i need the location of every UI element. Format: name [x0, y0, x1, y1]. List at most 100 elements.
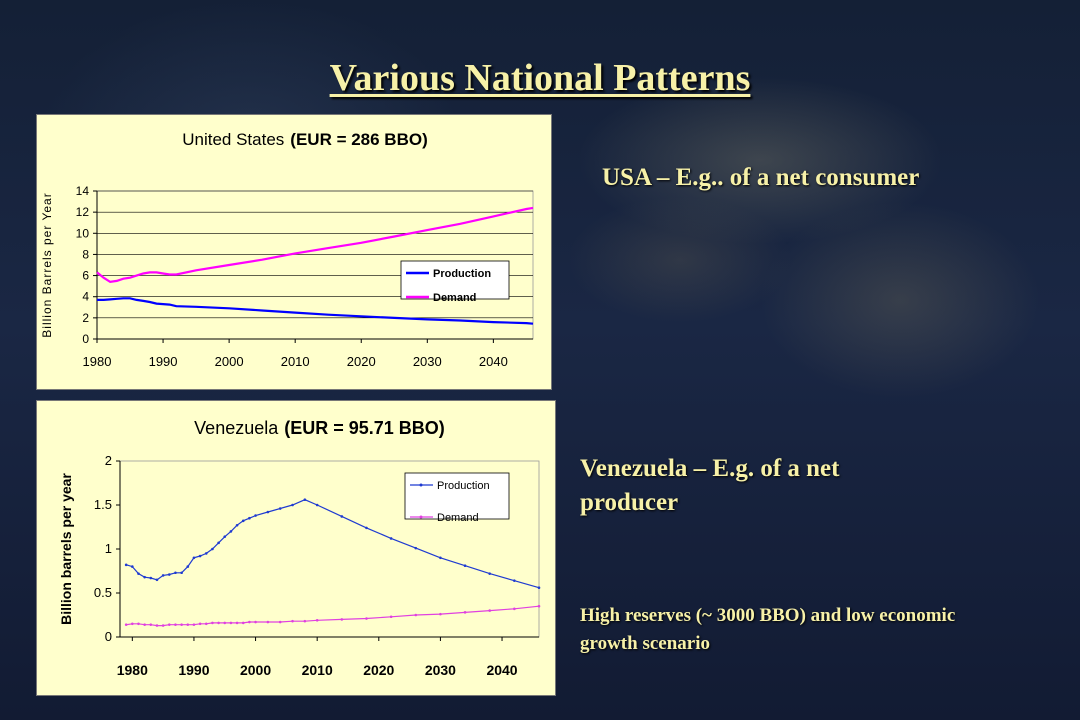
data-point-production	[223, 535, 227, 538]
data-point-production	[463, 564, 467, 568]
venezuela-chart-panel: Venezuela (EUR = 95.71 BBO) 0 0.5 1 1.5 2 1980 1…	[36, 400, 556, 696]
x-tick-label: 2030	[413, 354, 442, 369]
x-tick-label: 2040	[486, 662, 517, 678]
data-point-demand	[537, 604, 541, 608]
data-point-production	[124, 563, 128, 567]
y-tick-label: 2	[82, 311, 89, 325]
data-point-demand	[192, 623, 196, 626]
y-tick-label: 10	[76, 226, 90, 240]
chart-title-name: United States	[182, 130, 284, 149]
data-point-demand	[143, 623, 146, 626]
data-point-demand	[137, 622, 140, 626]
data-point-demand	[248, 620, 251, 624]
legend-box	[400, 260, 510, 300]
data-point-demand	[217, 621, 220, 625]
data-point-production	[143, 575, 146, 579]
data-point-demand	[241, 621, 245, 625]
y-tick-label: 0	[105, 629, 112, 644]
y-tick-label: 1	[105, 541, 112, 556]
data-point-demand	[389, 615, 393, 619]
data-point-demand	[174, 623, 177, 626]
us-chart-panel: United States (EUR = 286 BBO) 0 2 4 6 8 10 12 14 1…	[36, 114, 552, 390]
data-point-production	[513, 579, 516, 582]
x-tick-label: 2040	[479, 354, 508, 369]
data-point-production	[137, 572, 140, 575]
data-point-demand	[155, 624, 159, 627]
chart-title-eur: (EUR = 95.71 BBO)	[284, 418, 445, 438]
series-line-production	[97, 297, 534, 325]
data-point-demand	[513, 607, 516, 611]
y-tick-label: 12	[76, 205, 90, 219]
legend-label-production: Production	[437, 480, 490, 492]
data-point-demand	[266, 620, 270, 624]
y-tick-label: 1.5	[94, 497, 112, 512]
data-point-demand	[340, 618, 344, 621]
data-point-production	[439, 556, 442, 560]
data-point-demand	[149, 623, 153, 626]
data-point-production	[155, 578, 159, 582]
data-point-production	[211, 547, 214, 551]
legend-marker-demand	[419, 515, 423, 519]
data-point-production	[235, 523, 239, 527]
y-tick-label: 0	[82, 332, 89, 346]
venezuela-note: Venezuela – E.g. of a net producer	[580, 455, 840, 516]
data-point-production	[303, 498, 307, 502]
data-point-demand	[180, 623, 183, 626]
data-point-production	[131, 565, 134, 568]
slide-title: Various National Patterns	[329, 57, 751, 99]
x-tick-label: 2010	[302, 662, 333, 678]
chart-title-eur: (EUR = 286 BBO)	[290, 130, 427, 149]
data-point-production	[204, 552, 208, 555]
data-point-demand	[167, 623, 171, 626]
data-point-production	[186, 565, 190, 568]
data-point-demand	[439, 612, 442, 616]
data-point-demand	[254, 620, 257, 624]
y-axis-label: Billion Barrels per Year	[40, 192, 54, 337]
data-point-demand	[124, 623, 128, 626]
data-point-demand	[278, 620, 282, 624]
data-point-production	[229, 530, 233, 533]
chart-title: Venezuela (EUR = 95.71 BBO)	[194, 418, 445, 438]
x-tick-label: 1980	[117, 662, 148, 678]
data-point-production	[217, 541, 220, 545]
data-point-production	[161, 574, 165, 577]
y-tick-label: 8	[82, 247, 89, 261]
data-point-production	[340, 515, 344, 518]
data-point-demand	[291, 619, 294, 623]
data-point-production	[315, 503, 319, 507]
legend-box	[404, 472, 510, 520]
scenario-note: High reserves (~ 3000 BBO) and low econo…	[580, 605, 956, 654]
data-point-demand	[488, 609, 492, 612]
y-tick-label: 0.5	[94, 585, 112, 600]
x-tick-label: 1990	[149, 354, 178, 369]
x-tick-label: 2020	[347, 354, 376, 369]
legend-label-demand: Demand	[433, 292, 476, 304]
data-point-production	[278, 507, 282, 510]
data-point-production	[291, 503, 294, 507]
data-point-production	[488, 572, 492, 575]
venezuela-production-demand-chart: Venezuela (EUR = 95.71 BBO) 0 0.5 1 1.5 2 1980 1…	[58, 418, 541, 678]
x-tick-label: 1980	[83, 354, 112, 369]
data-point-production	[180, 571, 183, 575]
data-point-demand	[223, 621, 227, 625]
chart-title-name: Venezuela	[194, 418, 279, 438]
y-tick-label: 6	[82, 269, 89, 283]
y-tick-label: 2	[105, 453, 112, 468]
data-point-demand	[315, 618, 319, 622]
data-point-demand	[198, 622, 202, 626]
data-point-production	[248, 516, 251, 520]
data-point-production	[167, 573, 171, 576]
x-tick-label: 2020	[363, 662, 394, 678]
data-point-demand	[186, 623, 190, 626]
data-point-production	[192, 556, 196, 560]
x-tick-label: 2000	[240, 662, 271, 678]
series-line-demand	[126, 605, 540, 627]
usa-note: USA – E.g.. of a net consumer	[602, 164, 920, 191]
legend-label-production: Production	[433, 268, 491, 280]
data-point-demand	[414, 613, 418, 617]
data-point-demand	[303, 619, 307, 623]
y-tick-label: 14	[76, 184, 90, 198]
data-point-demand	[204, 622, 208, 626]
data-point-demand	[161, 624, 165, 627]
x-tick-label: 1990	[178, 662, 209, 678]
